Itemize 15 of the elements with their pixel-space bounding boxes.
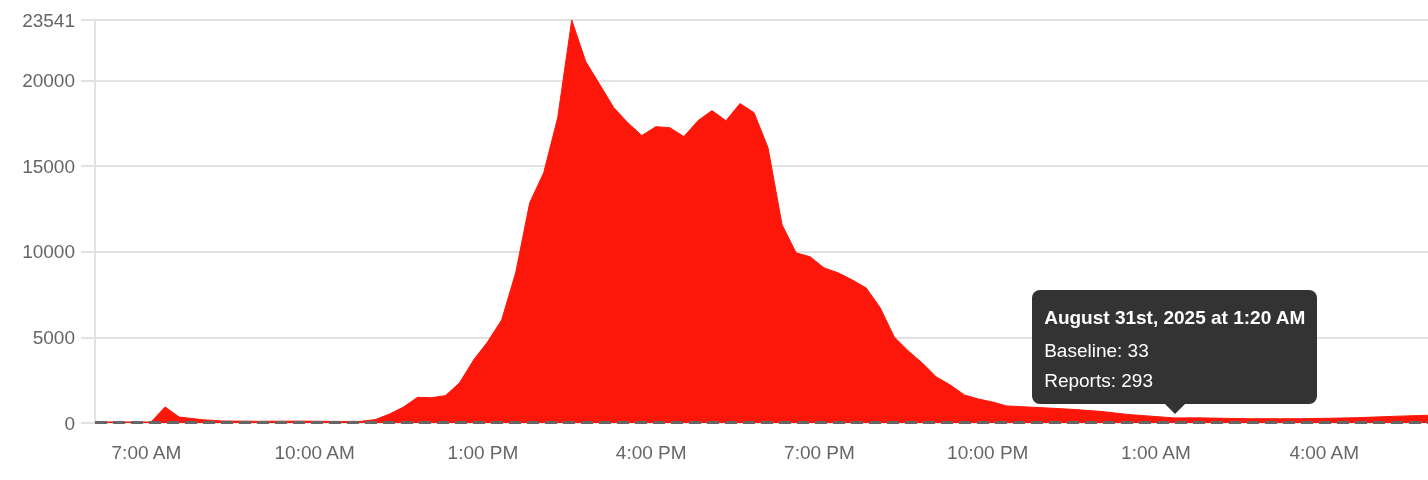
y-tick-label: 20000 [22,70,75,92]
y-tick-label: 0 [64,412,75,434]
x-tick-label: 4:00 AM [1289,442,1360,463]
y-tick-label: 15000 [22,155,75,177]
x-tick-label: 4:00 PM [615,442,687,463]
x-tick-label: 1:00 PM [447,442,519,463]
y-tick-label: 10000 [22,241,75,263]
x-tick-label: 7:00 AM [111,442,182,463]
x-tick-label: 10:00 PM [947,442,1029,463]
annotation: August 31st, 2025 at 1:20 AM Baseline: 33 Reports: 293 [1044,305,1306,393]
y-tick-label: 23541 [22,9,75,31]
y-tick-label: 5000 [32,326,75,348]
x-tick-label: 7:00 PM [784,442,855,463]
x-tick-label: 10:00 AM [274,442,355,463]
x-tick-label: 1:00 AM [1121,442,1191,463]
